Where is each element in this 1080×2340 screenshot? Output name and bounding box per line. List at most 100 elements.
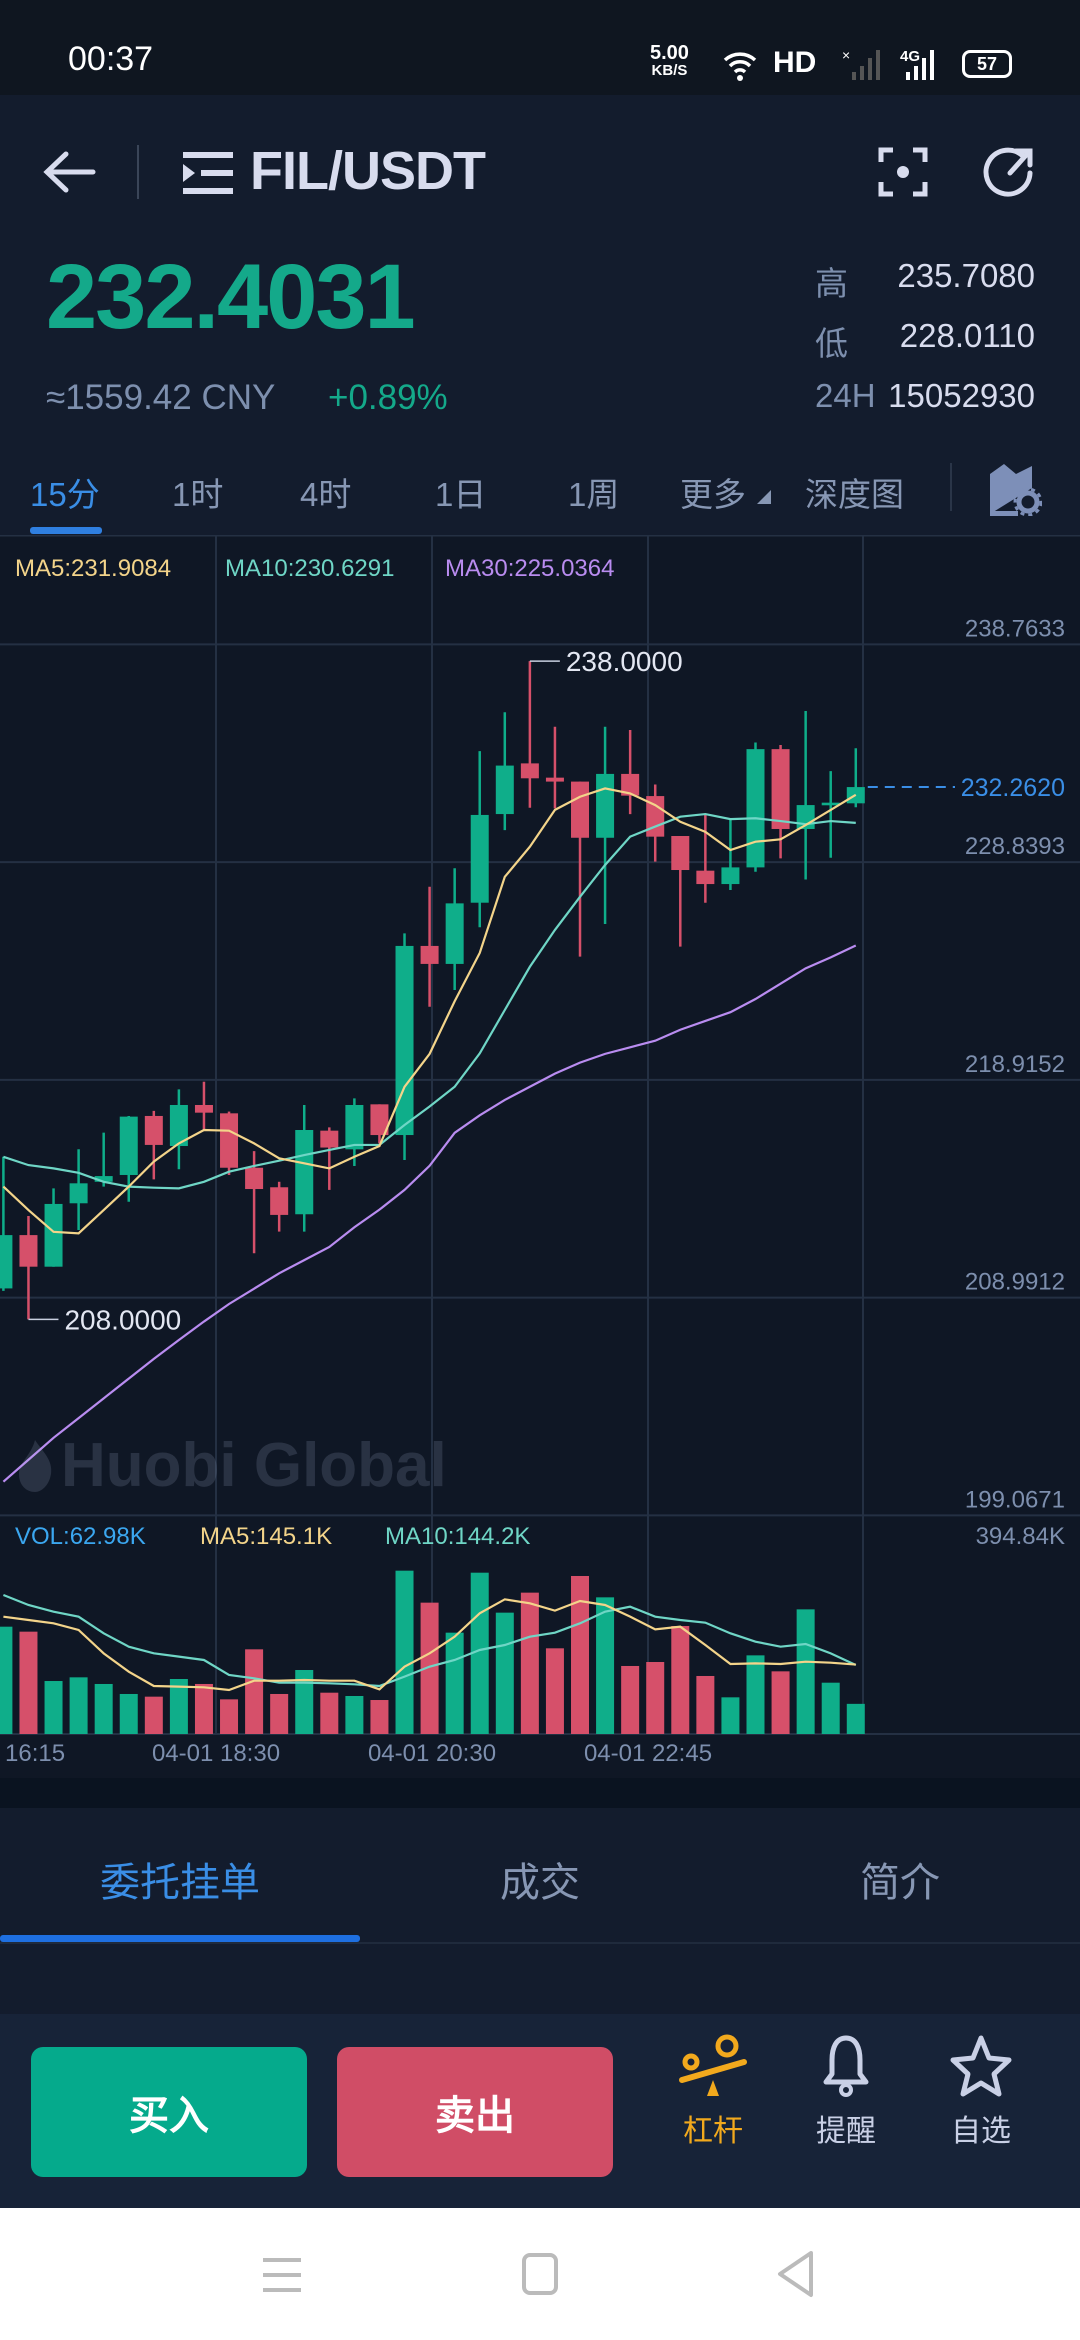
candle-body: [144, 1115, 163, 1145]
tab-depth[interactable]: 深度图: [805, 476, 904, 513]
time-axis-label: 16:15: [5, 1740, 65, 1767]
favorite-label: 自选: [951, 2115, 1011, 2148]
volume-bar: [345, 1695, 364, 1734]
tab-more[interactable]: 更多: [680, 476, 746, 513]
candle-body: [0, 1235, 13, 1289]
candle-body: [395, 945, 414, 1136]
volume-bar: [846, 1703, 865, 1734]
tab-1d[interactable]: 1日: [435, 476, 487, 513]
volume-bar: [295, 1670, 314, 1734]
back-nav-icon[interactable]: [775, 2250, 817, 2298]
volume-bar: [571, 1575, 590, 1734]
volume-ma5-line: [3, 1598, 856, 1692]
more-dropdown-icon[interactable]: [757, 490, 771, 504]
tab-1h[interactable]: 1时: [172, 476, 224, 513]
low-label: 低: [815, 325, 848, 362]
watermark-logo: Huobi Global: [15, 1430, 447, 1501]
screenshot-icon[interactable]: [878, 147, 928, 197]
ma5-line: [2, 787, 857, 1235]
candle-body: [596, 773, 615, 838]
candle-body: [94, 1176, 113, 1182]
candle-body: [69, 1183, 88, 1204]
leverage-button[interactable]: 杠杆: [658, 2034, 768, 2150]
candle-body: [621, 773, 640, 796]
status-time: 00:37: [68, 40, 154, 78]
buy-button[interactable]: 买入: [31, 2047, 307, 2177]
leverage-label: 杠杆: [683, 2115, 743, 2148]
kline-chart[interactable]: 238.7633 228.8393 218.9152 208.9912 199.0671…: [0, 535, 1080, 1778]
volume-bar: [671, 1626, 690, 1734]
low-value: 228.0110: [899, 317, 1035, 354]
refresh-icon[interactable]: [980, 143, 1036, 199]
tabs-divider: [950, 463, 952, 511]
candle-body: [420, 945, 439, 964]
volume-bar: [370, 1700, 389, 1734]
active-tab-indicator: [30, 527, 102, 534]
vol-ma5-legend: MA5:145.1K: [200, 1523, 333, 1550]
kline-canvas[interactable]: 238.7633 228.8393 218.9152 208.9912 199.0671…: [0, 535, 1080, 1778]
volume-bar: [646, 1662, 665, 1734]
signal-sim1-icon: ×: [842, 48, 880, 80]
tab-order-book[interactable]: 委托挂单: [100, 1861, 260, 1905]
section-separator: [0, 1778, 1080, 1808]
ma30-legend: MA30:225.0364: [445, 555, 615, 582]
favorite-button[interactable]: 自选: [926, 2034, 1036, 2150]
candle-body: [520, 763, 539, 779]
huobi-flame-icon: [19, 1439, 52, 1492]
detail-tabs-divider: [0, 1942, 1080, 1944]
time-axis-label: 04-01 20:30: [368, 1740, 496, 1767]
volume-bar: [44, 1681, 63, 1734]
tab-4h[interactable]: 4时: [300, 476, 352, 513]
volume-bar: [0, 1626, 13, 1734]
leverage-scale-icon: [679, 2034, 747, 2096]
recents-menu-icon[interactable]: [263, 2256, 301, 2294]
volume-bar: [270, 1693, 289, 1734]
time-axis-label: 04-01 22:45: [584, 1740, 712, 1767]
volume-bar: [144, 1696, 163, 1734]
candle-body: [571, 781, 590, 838]
time-axis-label: 04-01 18:30: [152, 1740, 280, 1767]
tab-trades[interactable]: 成交: [500, 1861, 580, 1905]
vol24h-label: 24H: [815, 377, 876, 414]
candle-body: [721, 867, 740, 885]
candle-body: [220, 1113, 239, 1168]
candle-body: [821, 802, 840, 806]
system-nav-bar: [0, 2208, 1080, 2340]
volume-bar: [721, 1697, 740, 1734]
ma30-line: [2, 944, 857, 1483]
bell-icon: [823, 2035, 869, 2097]
home-icon[interactable]: [521, 2252, 559, 2296]
alert-button[interactable]: 提醒: [791, 2034, 901, 2150]
candle-body: [671, 836, 690, 871]
volume-bar: [420, 1602, 439, 1734]
candle-body: [245, 1167, 264, 1190]
volume-bar: [119, 1693, 138, 1734]
pair-title[interactable]: FIL/USDT: [250, 141, 486, 201]
price-axis-label: 218.9152: [965, 1051, 1065, 1078]
volume-bar: [94, 1683, 113, 1734]
tab-15m[interactable]: 15分: [30, 476, 100, 513]
candle-body: [320, 1130, 339, 1148]
volume-bar: [320, 1692, 339, 1734]
sell-button[interactable]: 卖出: [337, 2047, 613, 2177]
candle-body: [545, 777, 564, 782]
svg-text:×: ×: [842, 48, 850, 63]
tab-1w[interactable]: 1周: [568, 476, 620, 513]
candle-body: [445, 903, 464, 964]
chart-settings-icon[interactable]: [988, 460, 1042, 516]
wifi-icon: [723, 52, 757, 81]
price-cny: ≈1559.42 CNY: [46, 378, 276, 417]
net-speed: 5.00 KB/S: [650, 42, 689, 80]
volume-bar: [746, 1655, 765, 1734]
volume-bar: [169, 1679, 188, 1734]
volume-bar: [245, 1649, 264, 1734]
back-arrow-icon[interactable]: [42, 150, 96, 194]
high-label: 高: [815, 265, 848, 302]
menu-drawer-icon[interactable]: [183, 150, 235, 196]
vol-max-label: 394.84K: [975, 1523, 1065, 1550]
candle-body: [746, 749, 765, 868]
net-speed-value: 5.00: [650, 42, 689, 64]
candle-body: [345, 1104, 364, 1150]
tab-intro[interactable]: 简介: [860, 1861, 940, 1905]
volume-bar: [771, 1671, 790, 1734]
